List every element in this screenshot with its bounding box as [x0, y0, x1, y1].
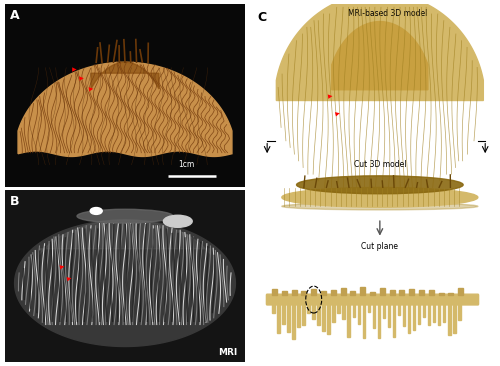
Polygon shape — [14, 220, 235, 347]
Text: MRI-based 3D model: MRI-based 3D model — [348, 9, 427, 18]
Bar — [292, 290, 296, 295]
Text: C: C — [258, 11, 266, 24]
Bar — [443, 304, 446, 322]
Bar — [340, 288, 345, 295]
Bar — [272, 290, 277, 295]
Ellipse shape — [77, 209, 173, 223]
Bar — [352, 304, 355, 317]
Bar — [362, 304, 365, 338]
Bar — [328, 304, 330, 334]
Bar — [308, 304, 310, 313]
Bar — [413, 304, 416, 330]
Polygon shape — [332, 22, 428, 90]
Text: Cut 3D model: Cut 3D model — [354, 160, 406, 169]
Bar — [438, 304, 440, 325]
Bar — [302, 304, 304, 325]
Bar — [350, 291, 356, 295]
Polygon shape — [40, 220, 210, 254]
Polygon shape — [18, 62, 232, 156]
Bar — [331, 290, 336, 295]
Bar — [392, 304, 395, 337]
Bar — [287, 304, 290, 332]
Bar — [372, 304, 375, 328]
Bar — [312, 304, 314, 319]
Bar — [297, 304, 300, 326]
FancyBboxPatch shape — [266, 294, 478, 305]
Bar — [380, 288, 385, 295]
Bar — [408, 304, 410, 333]
Bar — [448, 293, 454, 295]
Bar — [348, 304, 350, 337]
Ellipse shape — [282, 203, 478, 210]
Ellipse shape — [282, 187, 478, 207]
Bar — [433, 304, 436, 322]
Bar — [418, 304, 420, 325]
Bar — [358, 304, 360, 324]
Bar — [419, 290, 424, 295]
Bar — [292, 304, 294, 339]
Bar — [458, 304, 460, 320]
Bar — [400, 290, 404, 295]
Bar — [429, 291, 434, 295]
Bar — [428, 304, 430, 325]
Bar — [332, 304, 335, 322]
Bar — [438, 294, 444, 295]
Bar — [423, 304, 426, 317]
Bar — [318, 304, 320, 325]
Bar — [388, 304, 390, 327]
Bar — [338, 304, 340, 313]
Bar — [311, 289, 316, 295]
Bar — [368, 304, 370, 312]
Bar — [378, 304, 380, 338]
Text: 1cm: 1cm — [178, 160, 194, 169]
Bar — [403, 304, 406, 326]
Bar — [453, 304, 456, 333]
Bar — [409, 289, 414, 295]
Bar — [448, 304, 450, 335]
Bar — [458, 288, 463, 295]
Ellipse shape — [296, 176, 463, 194]
Bar — [321, 291, 326, 295]
Polygon shape — [91, 62, 159, 89]
Bar — [277, 304, 280, 333]
Ellipse shape — [164, 215, 192, 227]
Bar — [360, 287, 365, 295]
Polygon shape — [276, 0, 484, 101]
Bar — [272, 304, 274, 313]
Bar — [302, 291, 306, 295]
Ellipse shape — [90, 208, 102, 214]
Bar — [282, 304, 284, 324]
Text: B: B — [10, 195, 20, 209]
Bar — [342, 304, 345, 319]
Bar — [282, 291, 287, 295]
Text: MRI: MRI — [218, 348, 238, 357]
Bar — [390, 291, 394, 295]
Text: Cut plane: Cut plane — [362, 242, 399, 251]
Bar — [382, 304, 385, 318]
Bar — [322, 304, 325, 330]
Bar — [398, 304, 400, 315]
Text: A: A — [10, 9, 20, 22]
Bar — [370, 292, 375, 295]
